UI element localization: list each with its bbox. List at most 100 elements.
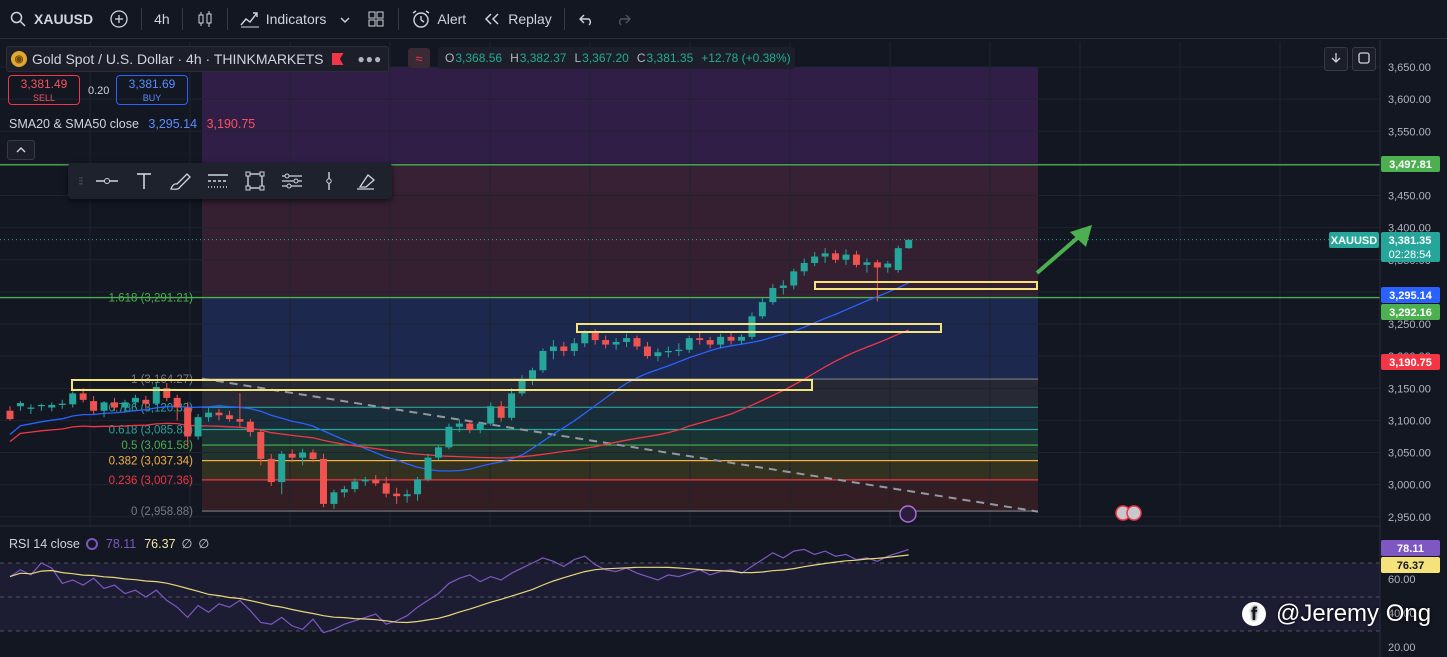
text-tool-icon[interactable] — [125, 166, 162, 196]
candle-body — [539, 350, 547, 371]
candle-body — [445, 426, 453, 448]
candle-body — [372, 479, 380, 484]
settings-lines-icon[interactable] — [273, 166, 310, 196]
candle-body — [758, 302, 766, 317]
rectangle-tool-icon[interactable] — [236, 166, 273, 196]
download-button[interactable] — [1324, 47, 1348, 71]
facebook-icon: f — [1242, 602, 1266, 626]
divider — [226, 8, 228, 30]
candle-body — [570, 343, 578, 351]
us-flag-icon — [1126, 505, 1142, 521]
indicators-button[interactable]: Indicators — [232, 0, 359, 38]
rsi-price-tag: 78.11 — [1397, 543, 1424, 555]
layouts-button[interactable] — [358, 0, 394, 38]
symbol-search[interactable]: XAUUSD — [0, 0, 101, 38]
redo-button[interactable] — [605, 0, 641, 38]
indicators-label: Indicators — [265, 11, 327, 27]
chart-type-button[interactable] — [187, 0, 223, 38]
more-icon[interactable]: ●●● — [357, 52, 383, 66]
maximize-button[interactable] — [1352, 47, 1376, 71]
author-watermark: f @Jeremy Ong — [1242, 600, 1431, 628]
buy-button[interactable]: 3,381.69 BUY — [116, 75, 188, 105]
candle-body — [476, 423, 484, 431]
fib-label: 0 (2,958.88) — [131, 506, 193, 518]
drawing-toolbar: ⁝⁝ — [68, 163, 392, 199]
candle-body — [738, 336, 745, 341]
collapse-legend-button[interactable] — [7, 140, 35, 160]
candle-body — [16, 403, 24, 407]
fib-levels: 2.618 (3,456.0?)1.618 (3,291.21)1 (3,164… — [0, 164, 1380, 518]
candle-body — [434, 447, 442, 458]
line-tool-icon[interactable] — [88, 166, 125, 196]
sell-price: 3,381.49 — [20, 77, 68, 91]
search-icon — [8, 9, 28, 29]
candle-body — [382, 483, 390, 494]
compare-button[interactable] — [101, 0, 137, 38]
rsi-label: RSI 14 close — [9, 536, 80, 551]
flag-icon — [331, 53, 344, 65]
zone-box — [71, 379, 813, 391]
sma50-line — [9, 329, 909, 459]
wave-icon[interactable]: ≈ — [408, 48, 430, 68]
zone-boxes[interactable] — [71, 281, 1038, 391]
fib-zone — [202, 429, 1038, 446]
add-circle-icon — [109, 9, 129, 29]
rsi-legend[interactable]: RSI 14 close 78.11 76.37 ∅ ∅ — [9, 536, 209, 552]
candle-body — [602, 340, 610, 345]
candle-body — [37, 404, 45, 407]
alarm-clock-icon — [411, 9, 431, 29]
candle-body — [90, 401, 98, 411]
trendline — [201, 377, 1039, 513]
candle-body — [173, 397, 181, 408]
candle-body — [905, 239, 913, 249]
candle-body — [330, 492, 338, 504]
undo-button[interactable] — [569, 0, 605, 38]
candle-body — [225, 415, 233, 420]
chevron-up-icon — [16, 145, 26, 156]
candle-body — [6, 410, 14, 420]
rsi-ma-price-tag-bg — [1381, 557, 1440, 573]
sell-button[interactable]: 3,381.49 SELL — [8, 75, 80, 105]
candle-body — [121, 402, 129, 408]
buy-label: BUY — [142, 93, 162, 103]
ohlc-high: 3,382.37 — [519, 51, 567, 65]
candle-body — [487, 406, 495, 424]
candle-body — [111, 402, 118, 408]
candle-body — [800, 262, 808, 272]
fib-zone — [202, 379, 1038, 408]
replay-button[interactable]: Replay — [474, 0, 560, 38]
divider — [181, 8, 183, 30]
instrument-legend[interactable]: ◉ Gold Spot / U.S. Dollar · 4h · THINKMA… — [6, 46, 390, 72]
rsi-ma-value: 76.37 — [144, 536, 176, 551]
interval-button[interactable]: 4h — [154, 11, 170, 27]
candle-body — [288, 453, 296, 458]
resistance-price-tag: 3,497.81 — [1389, 159, 1432, 171]
sma-legend[interactable]: SMA20 & SMA50 close 3,295.14 3,190.75 — [9, 117, 255, 131]
vertical-line-tool-icon[interactable] — [310, 166, 347, 196]
fib-zone — [202, 297, 1038, 380]
candle-body — [873, 262, 881, 268]
candle-body — [205, 412, 213, 418]
drag-handle-icon[interactable]: ⁝⁝ — [78, 174, 84, 188]
candle-body — [184, 407, 192, 437]
price-tick: 2,950.00 — [1388, 512, 1431, 524]
line-style-icon[interactable] — [199, 166, 236, 196]
candle-body — [852, 254, 860, 265]
support-price-tag: 3,292.16 — [1389, 307, 1432, 319]
author-name: @Jeremy Ong — [1276, 600, 1432, 627]
price-chart[interactable]: 2.618 (3,456.0?)1.618 (3,291.21)1 (3,164… — [0, 40, 1447, 657]
fib-label: 0.236 (3,007.36) — [109, 475, 194, 487]
candle-body — [152, 386, 160, 404]
maximize-icon — [1358, 51, 1370, 67]
price-tick: 3,250.00 — [1388, 319, 1431, 331]
candle-body — [163, 388, 171, 398]
alert-button[interactable]: Alert — [403, 0, 474, 38]
eraser-tool-icon[interactable] — [347, 166, 384, 196]
divider — [141, 8, 143, 30]
candle-body — [455, 423, 463, 427]
ohlc-close-key: C — [636, 51, 646, 65]
candle-body — [340, 489, 348, 493]
candle-body — [633, 338, 641, 347]
candle-body — [79, 393, 87, 400]
brush-tool-icon[interactable] — [162, 166, 199, 196]
